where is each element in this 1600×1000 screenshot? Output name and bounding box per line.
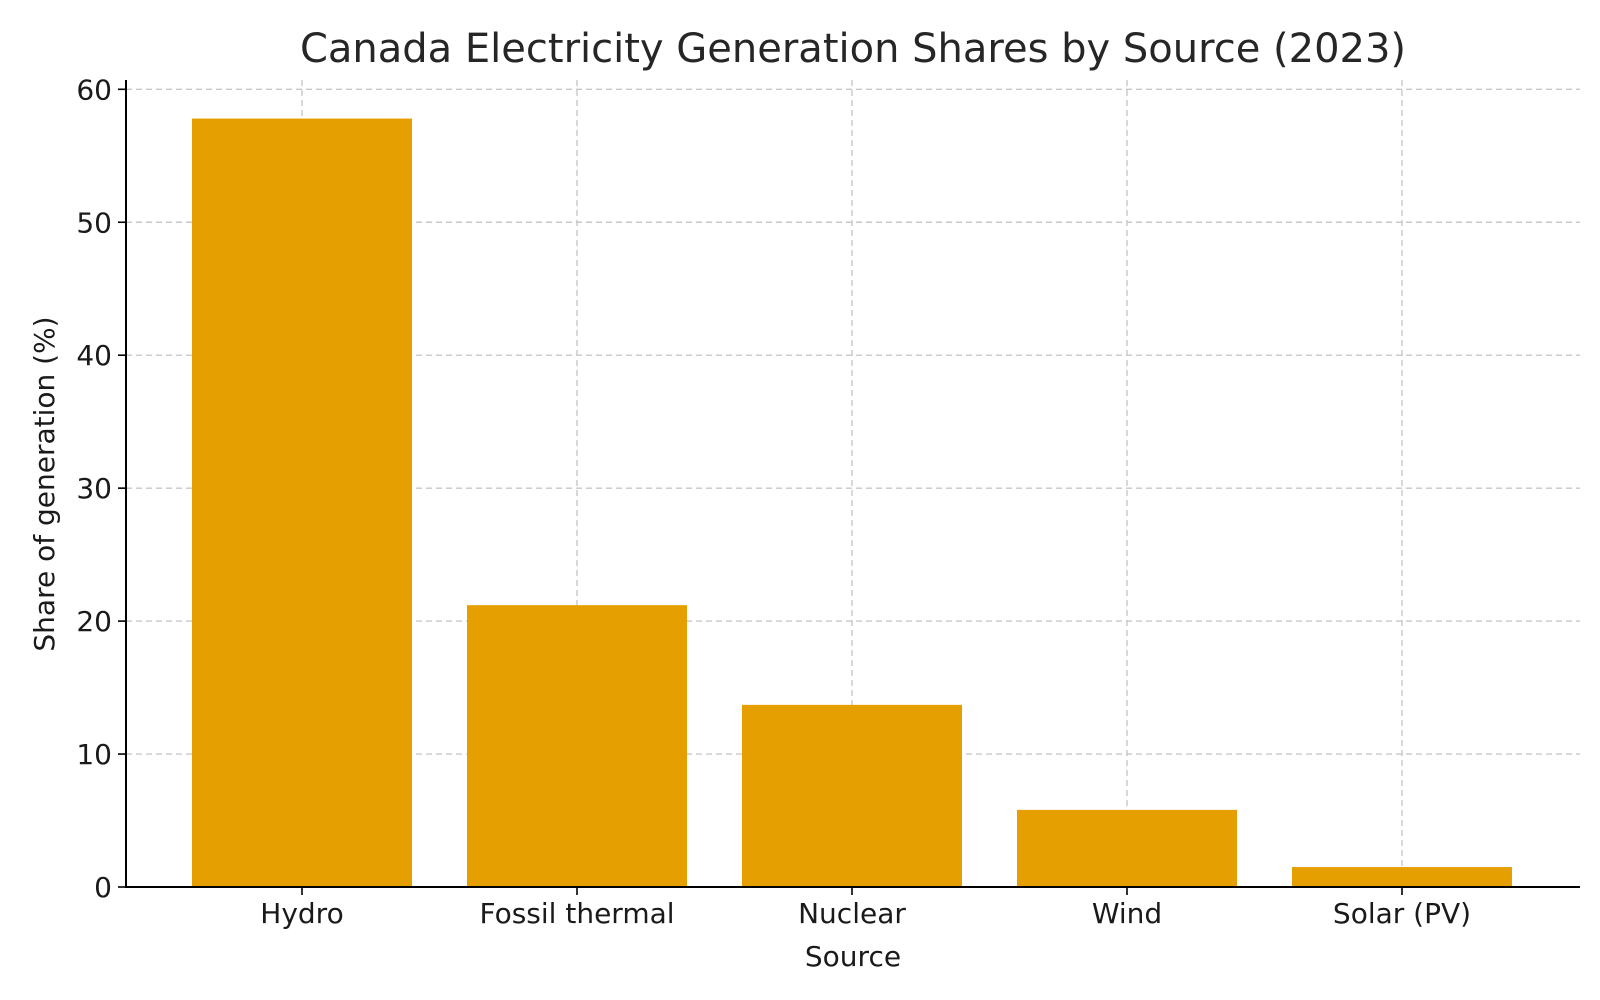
y-axis-label: Share of generation (%) bbox=[28, 316, 61, 651]
y-tick-label: 30 bbox=[76, 472, 112, 505]
y-tick-label: 0 bbox=[94, 871, 112, 904]
y-tick-label: 60 bbox=[76, 73, 112, 106]
y-ticks: 0 10 20 30 40 50 60 bbox=[76, 73, 126, 904]
y-tick-label: 40 bbox=[76, 339, 112, 372]
y-tick-label: 10 bbox=[76, 738, 112, 771]
x-tick-label: Fossil thermal bbox=[479, 897, 674, 930]
bar-solar-pv bbox=[1292, 867, 1512, 887]
bar-nuclear bbox=[742, 704, 962, 887]
x-ticks: Hydro Fossil thermal Nuclear Wind Solar (PV) bbox=[260, 887, 1471, 930]
x-axis-label: Source bbox=[805, 940, 901, 973]
bars bbox=[192, 118, 1512, 888]
x-tick-label: Hydro bbox=[260, 897, 343, 930]
bar-fossil-thermal bbox=[467, 605, 687, 887]
y-tick-label: 50 bbox=[76, 206, 112, 239]
x-tick-label: Solar (PV) bbox=[1333, 897, 1471, 930]
x-tick-label: Nuclear bbox=[798, 897, 906, 930]
x-tick-label: Wind bbox=[1092, 897, 1162, 930]
bar-hydro bbox=[192, 118, 412, 888]
y-tick-label: 20 bbox=[76, 605, 112, 638]
bar-wind bbox=[1017, 809, 1237, 887]
chart-title: Canada Electricity Generation Shares by … bbox=[300, 26, 1406, 72]
